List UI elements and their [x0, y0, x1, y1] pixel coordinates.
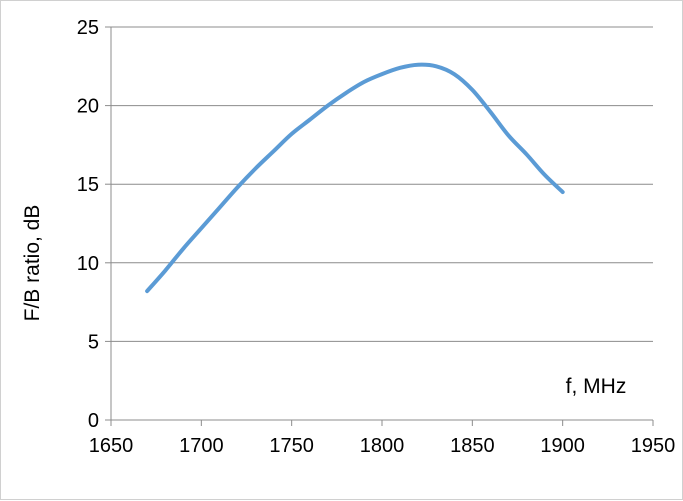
axes — [105, 26, 654, 426]
x-tick-label: 1750 — [269, 435, 314, 457]
x-axis-title: f, MHz — [566, 375, 627, 398]
y-axis-title: F/B ratio, dB — [21, 205, 44, 322]
tick-labels: 0 5 10 15 20 25 1650 1700 1750 1800 1850 1900 1950 — [77, 17, 676, 457]
x-tick-label: 1700 — [179, 435, 224, 457]
x-tick-label: 1950 — [631, 435, 676, 457]
x-tick-label: 1900 — [540, 435, 585, 457]
y-tick-label: 25 — [77, 17, 99, 39]
y-tick-label: 5 — [88, 331, 99, 353]
grid-lines — [111, 26, 653, 342]
y-tick-label: 0 — [88, 410, 99, 432]
x-tick-label: 1650 — [89, 435, 134, 457]
y-tick-label: 20 — [77, 96, 99, 118]
y-tick-label: 15 — [77, 174, 99, 196]
series-lines — [145, 62, 565, 294]
y-tick-label: 10 — [77, 253, 99, 275]
series-line-0 — [145, 62, 565, 294]
x-tick-label: 1850 — [450, 435, 495, 457]
x-tick-label: 1800 — [360, 435, 405, 457]
